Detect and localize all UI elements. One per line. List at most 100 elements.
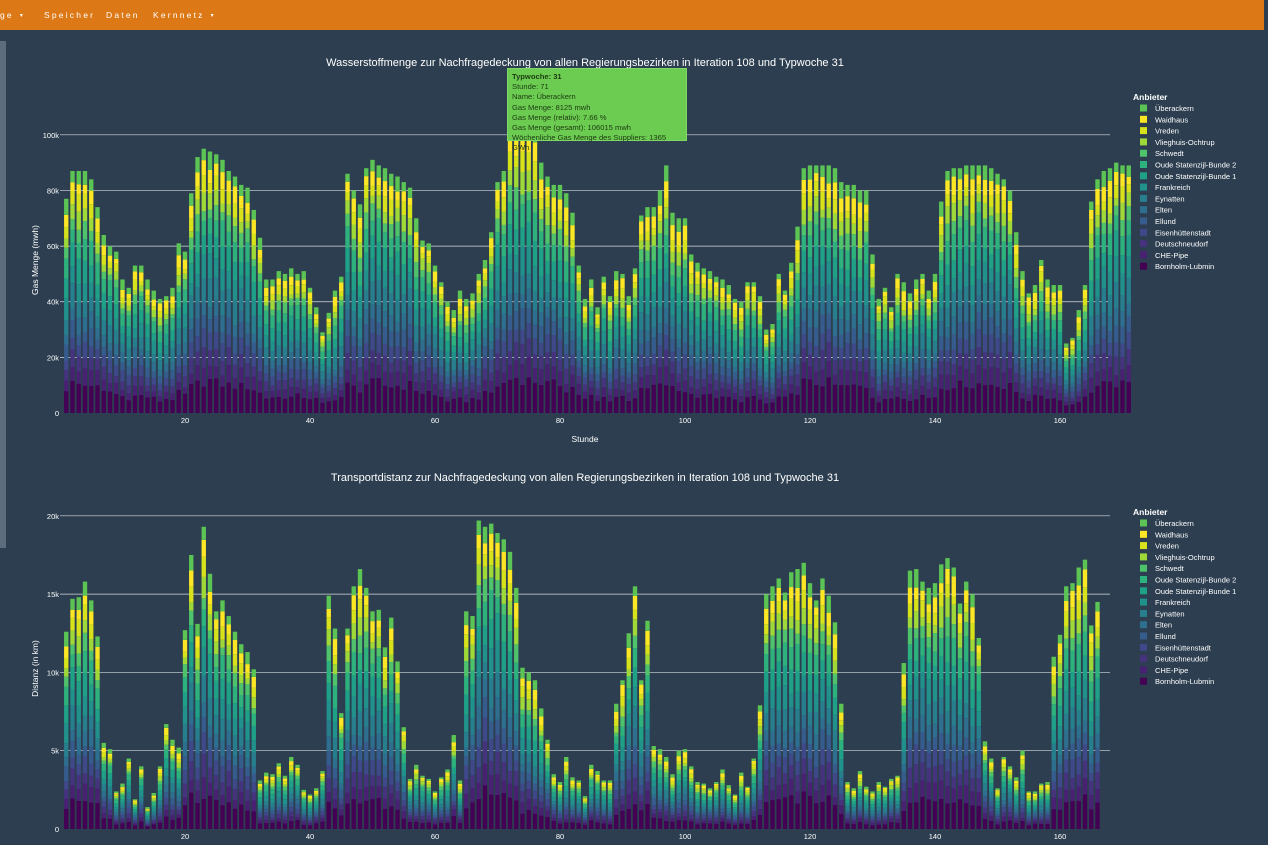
bar-segment[interactable] xyxy=(726,800,731,805)
bar-segment[interactable] xyxy=(201,347,206,368)
bar-segment[interactable] xyxy=(1039,823,1044,829)
bar-segment[interactable] xyxy=(207,697,213,726)
bar-segment[interactable] xyxy=(932,367,938,378)
bar-segment[interactable] xyxy=(614,719,619,727)
bar-segment[interactable] xyxy=(295,819,300,829)
bar-segment[interactable] xyxy=(395,731,400,749)
bar-segment[interactable] xyxy=(420,360,425,372)
bar-segment[interactable] xyxy=(595,350,600,359)
bar-segment[interactable] xyxy=(395,714,400,732)
bar-segment[interactable] xyxy=(907,353,913,362)
bar-segment[interactable] xyxy=(451,767,456,775)
bar-segment[interactable] xyxy=(514,700,519,714)
bar-segment[interactable] xyxy=(226,246,231,272)
bar-segment[interactable] xyxy=(339,729,344,734)
bar-segment[interactable] xyxy=(1095,297,1100,316)
bar-segment[interactable] xyxy=(514,329,519,342)
bar-segment[interactable] xyxy=(826,612,831,627)
bar-segment[interactable] xyxy=(670,814,675,819)
bar-segment[interactable] xyxy=(414,769,419,772)
bar-segment[interactable] xyxy=(714,783,719,786)
bar-segment[interactable] xyxy=(64,278,69,299)
bar-segment[interactable] xyxy=(989,772,994,777)
bar-segment[interactable] xyxy=(195,727,200,741)
bar-segment[interactable] xyxy=(639,753,644,767)
bar-segment[interactable] xyxy=(664,782,669,787)
bar-segment[interactable] xyxy=(870,794,875,797)
bar-segment[interactable] xyxy=(357,789,363,804)
bar-segment[interactable] xyxy=(745,795,750,798)
bar-segment[interactable] xyxy=(89,639,94,651)
bar-segment[interactable] xyxy=(114,820,119,822)
bar-segment[interactable] xyxy=(139,821,144,829)
bar-segment[interactable] xyxy=(689,810,694,815)
bar-segment[interactable] xyxy=(145,808,150,810)
bar-segment[interactable] xyxy=(926,337,931,350)
bar-segment[interactable] xyxy=(176,762,181,768)
bar-segment[interactable] xyxy=(826,207,831,219)
bar-segment[interactable] xyxy=(157,303,163,312)
bar-segment[interactable] xyxy=(332,306,338,313)
bar-segment[interactable] xyxy=(895,810,900,814)
bar-segment[interactable] xyxy=(301,271,306,280)
bar-segment[interactable] xyxy=(551,792,556,798)
bar-segment[interactable] xyxy=(595,342,600,351)
bar-segment[interactable] xyxy=(239,804,244,829)
bar-segment[interactable] xyxy=(176,814,181,818)
bar-segment[interactable] xyxy=(482,328,488,338)
bar-segment[interactable] xyxy=(814,357,819,372)
bar-segment[interactable] xyxy=(751,763,756,769)
bar-segment[interactable] xyxy=(639,240,644,250)
bar-segment[interactable] xyxy=(1045,337,1050,351)
bar-segment[interactable] xyxy=(464,793,469,809)
bar-segment[interactable] xyxy=(514,255,519,273)
bar-segment[interactable] xyxy=(520,294,525,309)
bar-segment[interactable] xyxy=(470,331,475,340)
bar-segment[interactable] xyxy=(726,340,731,353)
bar-segment[interactable] xyxy=(895,804,900,809)
bar-segment[interactable] xyxy=(376,305,381,323)
bar-segment[interactable] xyxy=(795,226,800,241)
bar-segment[interactable] xyxy=(557,318,563,329)
bar-segment[interactable] xyxy=(914,326,919,335)
bar-segment[interactable] xyxy=(145,385,150,392)
bar-segment[interactable] xyxy=(270,782,275,787)
bar-segment[interactable] xyxy=(801,715,806,729)
bar-segment[interactable] xyxy=(839,759,844,772)
bar-segment[interactable] xyxy=(707,374,713,384)
bar-segment[interactable] xyxy=(864,387,869,413)
bar-segment[interactable] xyxy=(695,369,700,380)
bar-segment[interactable] xyxy=(845,269,850,287)
bar-segment[interactable] xyxy=(795,327,800,344)
bar-segment[interactable] xyxy=(582,398,588,413)
bar-segment[interactable] xyxy=(501,588,506,604)
bar-segment[interactable] xyxy=(751,788,756,794)
bar-segment[interactable] xyxy=(295,813,300,817)
bar-segment[interactable] xyxy=(614,790,619,799)
bar-segment[interactable] xyxy=(789,295,794,307)
bar-segment[interactable] xyxy=(189,283,194,296)
bar-segment[interactable] xyxy=(520,697,525,710)
bar-segment[interactable] xyxy=(964,603,969,613)
bar-segment[interactable] xyxy=(739,346,744,356)
bar-segment[interactable] xyxy=(145,807,150,809)
bar-segment[interactable] xyxy=(482,601,488,626)
bar-segment[interactable] xyxy=(182,797,188,806)
bar-segment[interactable] xyxy=(251,792,256,801)
bar-segment[interactable] xyxy=(976,312,981,330)
bar-segment[interactable] xyxy=(326,736,331,751)
bar-segment[interactable] xyxy=(151,396,156,413)
bar-segment[interactable] xyxy=(607,381,613,389)
bar-segment[interactable] xyxy=(607,329,613,342)
bar-segment[interactable] xyxy=(826,261,831,285)
bar-segment[interactable] xyxy=(957,774,963,786)
bar-segment[interactable] xyxy=(157,311,163,318)
bar-segment[interactable] xyxy=(920,394,925,413)
bar-segment[interactable] xyxy=(914,399,919,413)
bar-segment[interactable] xyxy=(339,772,344,784)
bar-segment[interactable] xyxy=(1076,340,1081,351)
bar-segment[interactable] xyxy=(901,391,906,399)
bar-segment[interactable] xyxy=(664,281,669,308)
bar-segment[interactable] xyxy=(476,392,481,400)
bar-segment[interactable] xyxy=(1020,794,1025,800)
